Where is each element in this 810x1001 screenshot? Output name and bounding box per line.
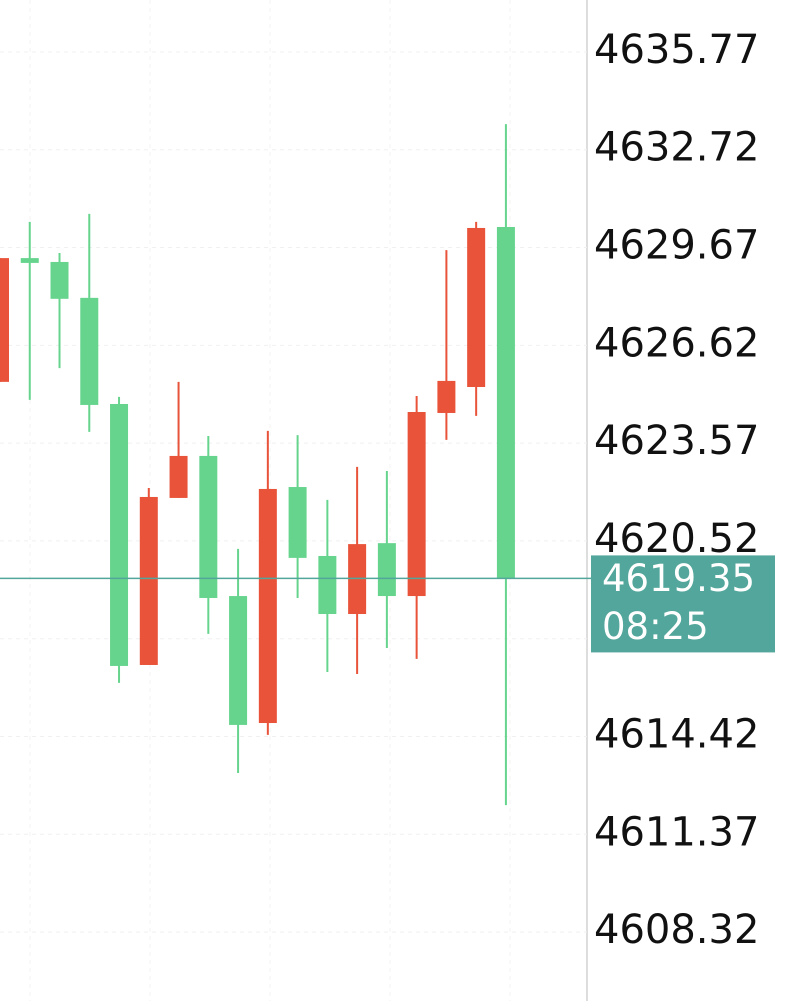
- last-price-label: 4619.35: [602, 557, 755, 600]
- y-tick-label: 4629.67: [594, 223, 759, 269]
- y-tick-label: 4632.72: [594, 125, 759, 171]
- candle-body: [110, 403, 129, 666]
- candle-body: [437, 380, 456, 413]
- y-tick-label: 4635.77: [594, 27, 759, 73]
- candle-body: [229, 596, 248, 725]
- candle-body: [20, 258, 39, 263]
- candle-body: [0, 258, 9, 382]
- y-tick-label: 4623.57: [594, 418, 759, 464]
- y-tick-label: 4614.42: [594, 711, 759, 757]
- candle-body: [258, 488, 277, 724]
- candle-body: [50, 261, 69, 299]
- candle-body: [377, 543, 396, 597]
- candle-body: [80, 297, 99, 405]
- candle-body: [139, 496, 158, 665]
- y-tick-label: 4620.52: [594, 516, 759, 562]
- last-time-label: 08:25: [602, 605, 709, 648]
- candle-body: [199, 455, 218, 598]
- candle-body: [467, 227, 486, 387]
- candle-body: [318, 555, 337, 615]
- candle-body: [169, 455, 188, 498]
- candle-body: [407, 412, 426, 597]
- candle-body: [288, 487, 307, 558]
- y-tick-label: 4608.32: [594, 907, 759, 953]
- last-price-box: [591, 555, 775, 653]
- candle-body: [496, 227, 515, 579]
- y-tick-label: 4626.62: [594, 320, 759, 366]
- y-tick-label: 4611.37: [594, 809, 759, 855]
